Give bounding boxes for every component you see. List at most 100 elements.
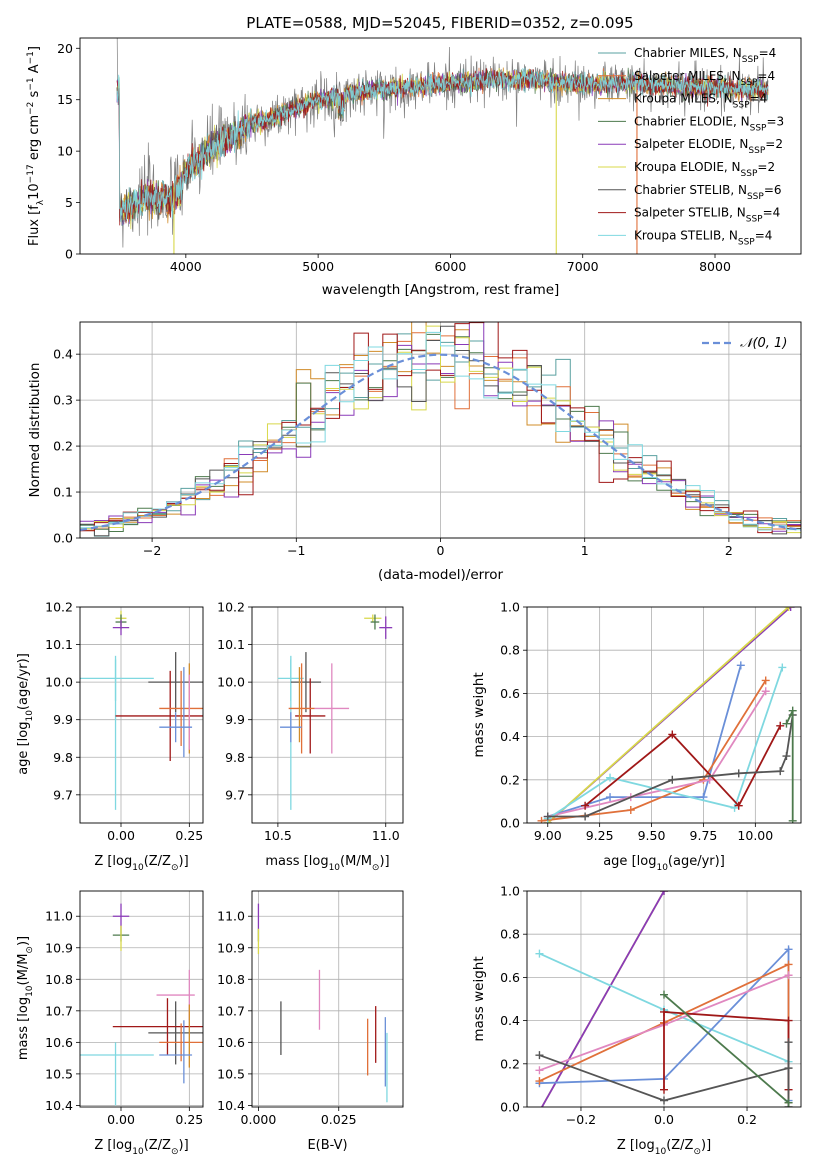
legend-label-part: SSP	[733, 101, 750, 111]
y-tick-label: 0.2	[500, 1056, 520, 1071]
x-axis-label-part: (Z/Z	[144, 854, 171, 869]
legend-label-part: SSP	[748, 146, 765, 156]
x-tick-label: 1	[581, 543, 589, 558]
x-axis-label: (data-model)/error	[378, 567, 504, 583]
weight-marker	[784, 1098, 793, 1107]
weight-marker	[761, 687, 770, 696]
y-tick-label: 0.0	[500, 816, 520, 831]
weight-marker	[784, 1064, 793, 1073]
legend-label-part: =4	[763, 206, 781, 220]
legend-label-part: SSP	[738, 237, 755, 247]
x-axis-label-part: 10	[329, 863, 341, 873]
x-tick-label: 7000	[567, 259, 599, 274]
x-tick-label: 8000	[699, 259, 731, 274]
weight-marker	[784, 1038, 793, 1047]
y-tick-label: 9.9	[53, 712, 73, 727]
y-tick-label: 9.7	[225, 787, 245, 802]
x-tick-label: 0.000	[241, 1112, 277, 1127]
y-tick-label: 0.3	[53, 393, 73, 408]
y-axis-label: Flux [fλ10−17 erg cm−2 s−1 A−1]	[26, 46, 46, 246]
y-tick-label: 0.4	[500, 1013, 520, 1028]
y-tick-label: 10.5	[45, 1066, 73, 1081]
x-tick-label: 0.025	[321, 1112, 357, 1127]
y-tick-label: 0.8	[500, 927, 520, 942]
weight-marker	[660, 891, 668, 895]
x-tick-label: 6000	[435, 259, 467, 274]
legend-label: Salpeter STELIB, NSSP=4	[634, 206, 780, 225]
x-axis-label-part: ⊙	[171, 863, 179, 873]
weight-marker	[537, 816, 546, 823]
weight-marker	[776, 767, 785, 776]
x-axis-label: Z [log10(Z/Z⊙)]	[617, 1138, 711, 1157]
y-axis-label: mass [log10(M/M⊙)]	[16, 936, 35, 1060]
x-tick-label: 9.75	[690, 828, 718, 843]
x-axis-label-part: )]	[701, 1138, 711, 1153]
legend-label-part: SSP	[742, 55, 759, 65]
legend-label-part: =4	[750, 92, 768, 106]
y-axis-label-part: (age/yr)]	[16, 653, 31, 710]
legend-label-part: =4	[757, 69, 775, 83]
x-axis-label-part: )]	[179, 854, 189, 869]
y-tick-label: 0.4	[53, 347, 73, 362]
y-tick-label: 10.0	[217, 675, 245, 690]
frame-residuals	[79, 321, 802, 539]
legend-label-part: =3	[766, 114, 784, 128]
weight-marker	[535, 1051, 544, 1060]
y-tick-label: 10.4	[217, 1098, 245, 1113]
y-tick-label: 10.8	[45, 972, 73, 987]
legend-label-part: =2	[757, 160, 775, 174]
y-tick-label: 9.8	[225, 750, 245, 765]
y-tick-label: 15	[57, 92, 73, 107]
weight-series-6	[584, 725, 781, 808]
y-tick-label: 10.2	[217, 600, 245, 615]
frame-weight_vs_Z	[526, 890, 802, 1108]
weight-series-1	[540, 891, 665, 1107]
x-axis-label-part: (M/M	[340, 854, 372, 869]
x-tick-label: 0.00	[107, 828, 135, 843]
legend-label-part: =4	[759, 46, 777, 60]
weight-marker	[784, 607, 793, 611]
y-tick-label: 10.6	[45, 1035, 73, 1050]
x-tick-label: 9.50	[638, 828, 666, 843]
legend-label: Chabrier STELIB, NSSP=6	[634, 183, 782, 202]
weight-marker	[581, 801, 590, 810]
y-axis-label-part: Flux [f	[27, 205, 42, 246]
x-tick-label: 11.0	[372, 828, 400, 843]
x-tick-label: 5000	[302, 259, 334, 274]
weight-marker	[535, 1077, 544, 1086]
axes-mass_vs_EBV: 0.000 0.025 10.4 10.5 10.6 10.7 10.8 10.9 11.0	[217, 891, 403, 1127]
weight-series-2	[547, 665, 742, 818]
x-axis-label-part: mass [log	[265, 854, 328, 869]
x-axis-label-part: Z [log	[94, 854, 132, 869]
x-axis-label-part: Z [log	[94, 1138, 132, 1153]
histogram-series-8	[80, 331, 801, 536]
legend-label-part: Chabrier MILES, N	[634, 46, 742, 60]
x-tick-label: 0.25	[175, 1112, 203, 1127]
x-axis-label-part: )]	[179, 1138, 189, 1153]
frame-weight_vs_age	[526, 606, 802, 824]
legend-label-part: Kroupa ELODIE, N	[634, 160, 741, 174]
y-tick-label: 0.4	[500, 729, 520, 744]
y-axis-label-part: ⊙	[25, 946, 35, 954]
weight-marker	[668, 775, 677, 784]
axes-age_vs_mass: 10.5 11.0 9.7 9.8 9.9 10.0 10.1 10.2	[217, 600, 403, 843]
y-axis-label-part: ]	[27, 46, 42, 51]
x-axis-label: age [log10(age/yr)]	[603, 854, 725, 873]
weight-marker	[788, 816, 797, 823]
weight-marker	[535, 949, 544, 958]
y-tick-label: 10.1	[217, 637, 245, 652]
weight-marker	[730, 803, 739, 812]
x-tick-label: 0	[437, 543, 445, 558]
legend-label-part: =6	[764, 183, 782, 197]
legend-label-part: SSP	[750, 123, 767, 133]
y-tick-label: 0.2	[500, 772, 520, 787]
y-axis-label-part: −17	[26, 164, 36, 183]
y-axis-label-part: 10	[25, 985, 35, 997]
y-tick-label: 10.7	[45, 1003, 73, 1018]
y-tick-label: 0	[65, 247, 73, 262]
x-axis-label-part: ⊙	[171, 1147, 179, 1157]
y-axis-label-part: mass [log	[16, 997, 31, 1060]
x-axis-label-part: age [log	[603, 854, 656, 869]
x-axis-label-part: E(B-V)	[307, 1138, 347, 1153]
